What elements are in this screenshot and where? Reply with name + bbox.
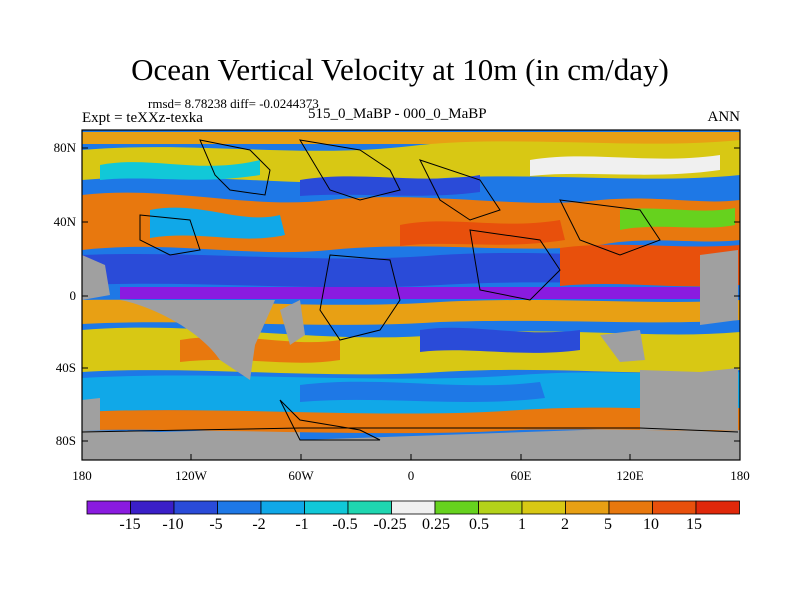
coastline (299, 139, 401, 201)
season-label: ANN (707, 109, 741, 125)
colorbar-swatch (695, 500, 740, 515)
colorbar-swatch (434, 500, 479, 515)
colorbar-label: 0.25 (422, 516, 450, 533)
colorbar-swatch (304, 500, 349, 515)
colorbar-swatch (652, 500, 697, 515)
land-mass (600, 330, 645, 362)
colorbar-label: 5 (604, 516, 612, 533)
colorbar-swatch (86, 500, 131, 515)
colorbar (86, 500, 740, 515)
plot-title: Ocean Vertical Velocity at 10m (in cm/da… (131, 52, 669, 87)
coastline (419, 159, 501, 221)
colorbar-label: 0.5 (469, 516, 489, 533)
colorbar-label: -5 (209, 516, 223, 533)
land-mass (82, 255, 110, 300)
colorbar-swatch (347, 500, 392, 515)
lat-label-80n: 80N (53, 140, 76, 155)
coastline (469, 229, 561, 301)
colorbar-swatch (521, 500, 566, 515)
lat-label-40s: 40S (55, 360, 76, 375)
coastline (559, 199, 661, 256)
coastline (81, 427, 739, 433)
lat-label-40n: 40N (53, 214, 76, 229)
coastline (199, 139, 271, 196)
lon-label-60e: 60E (510, 468, 532, 483)
ocean-band (400, 220, 565, 246)
land-mass (120, 300, 275, 380)
colorbar-label: -0.25 (373, 516, 407, 533)
lon-label-120w: 120W (175, 468, 207, 483)
experiment-label: Expt = teXXz-texka (82, 110, 203, 126)
colorbar-label: -15 (119, 516, 141, 533)
lat-label-0: 0 (69, 288, 77, 303)
colorbar-label: -0.5 (332, 516, 358, 533)
colorbar-swatch (478, 500, 523, 515)
land-mass (640, 368, 738, 430)
ocean-band (150, 207, 285, 239)
land-mass (82, 398, 100, 430)
ocean-band (100, 160, 260, 180)
ocean-band (420, 327, 580, 353)
coastline (319, 254, 401, 341)
stats-line: rmsd= 8.78238 diff= -0.0244373 (148, 96, 319, 111)
colorbar-swatch (608, 500, 653, 515)
colorbar-label: 15 (686, 516, 702, 533)
colorbar-label: -1 (295, 516, 309, 533)
colorbar-label: 2 (561, 516, 569, 533)
antarctica-land (82, 428, 300, 460)
lon-label-60w: 60W (288, 468, 314, 483)
ocean-band (300, 381, 545, 402)
land-mass (280, 300, 305, 345)
coastline (279, 399, 381, 441)
colorbar-label: 1 (518, 516, 526, 533)
arctic-band (82, 132, 740, 144)
map-panel (81, 129, 741, 461)
land-mass (700, 250, 738, 325)
ocean-band (530, 155, 720, 176)
colorbar-swatch (130, 500, 175, 515)
ocean-band (620, 208, 735, 230)
lon-label-0: 0 (407, 468, 415, 483)
colorbar-swatch (391, 500, 436, 515)
lon-label-120e: 120E (616, 468, 644, 483)
colorbar-swatch (260, 500, 305, 515)
colorbar-swatch (565, 500, 610, 515)
lon-label-180e: 180 (730, 468, 750, 483)
plot-subtitle: 515_0_MaBP - 000_0_MaBP (308, 106, 487, 122)
coastline (139, 214, 201, 256)
lat-label-80s: 80S (55, 433, 76, 448)
colorbar-swatch (173, 500, 218, 515)
colorbar-swatch (217, 500, 262, 515)
colorbar-label: 10 (643, 516, 659, 533)
ocean-band (82, 407, 740, 434)
axis-ticks (81, 147, 741, 460)
colorbar-label: -10 (162, 516, 184, 533)
antarctica-land (300, 428, 740, 460)
ocean-band (560, 244, 740, 287)
equatorial-upwelling (120, 287, 738, 299)
lon-label-180w: 180 (72, 468, 92, 483)
colorbar-label: -2 (252, 516, 266, 533)
